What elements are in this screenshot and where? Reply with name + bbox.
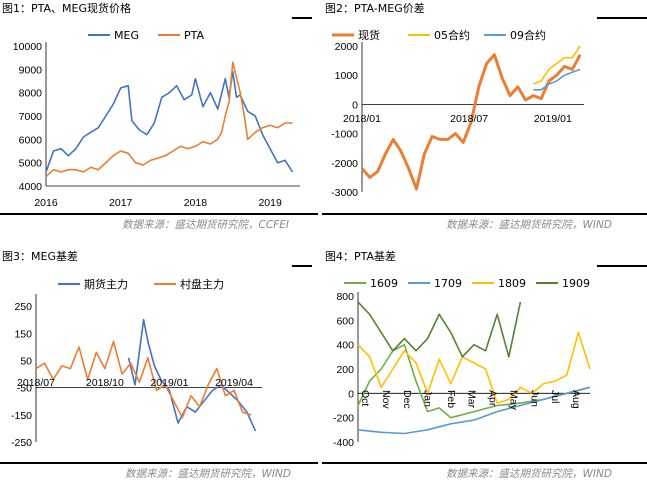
y-tick-label: 9000 — [19, 64, 43, 76]
y-tick-label: 50 — [20, 355, 32, 367]
y-tick-label: -400 — [333, 437, 354, 449]
x-tick-label: 2019/04 — [215, 377, 253, 389]
y-tick-label: 8000 — [19, 88, 43, 100]
series-line-现货 — [360, 53, 582, 191]
x-tick-label: Apr — [487, 390, 499, 407]
panel-3-title: 图3：MEG基差 — [2, 250, 78, 263]
x-tick-label: 2018/10 — [86, 377, 124, 389]
y-tick-label: -3000 — [331, 187, 358, 199]
series-line-期货主力 — [127, 318, 257, 432]
series-line-1709 — [357, 386, 591, 435]
legend-label-MEG: MEG — [114, 29, 139, 42]
x-tick-label: 2017 — [109, 197, 133, 209]
y-tick-label: 400 — [336, 340, 354, 352]
y-tick-label: -2000 — [331, 158, 358, 170]
y-tick-label: 200 — [336, 364, 354, 376]
pta-basis-chart: 800 600 400 200 0 -200 -400 1609 1709 1809 1909 Oct… — [333, 277, 591, 449]
x-tick-label: Oct — [359, 390, 371, 406]
y-tick-label: 7000 — [19, 111, 43, 123]
x-tick-label: Aug — [570, 390, 582, 409]
x-tick-label: 2019/01 — [534, 113, 572, 125]
panel-4-rule — [597, 265, 647, 267]
x-tick-label: 2018/01 — [343, 113, 381, 125]
pta-meg-spread-chart: 2000 1000 0 -1000 -2000 -3000 现货 05合约 09合约 2018/0… — [331, 28, 584, 199]
panel-3-rule — [292, 265, 312, 267]
legend-label-1809: 1809 — [498, 277, 526, 290]
panel-4-title: 图4：PTA基差 — [325, 250, 397, 263]
legend-label-现货: 现货 — [358, 28, 380, 42]
panel-3-source: 数据来源：盛达期货研究院，WIND — [125, 468, 291, 480]
divider-rule-left — [0, 213, 318, 215]
series-line-09合约 — [533, 68, 581, 91]
series-line-05合约 — [533, 45, 581, 85]
legend-label-1709: 1709 — [434, 277, 462, 290]
y-tick-label: -50 — [17, 383, 32, 395]
x-tick-label: Feb — [445, 390, 457, 408]
y-tick-label: 600 — [336, 315, 354, 327]
meg-pta-spot-price-chart: 4000 5000 6000 7000 8000 9000 10000 MEG PTA 2016 2… — [13, 29, 300, 209]
y-tick-label: -200 — [333, 413, 354, 425]
series-line-PTA — [45, 61, 293, 178]
x-tick-label: Jul — [549, 390, 561, 403]
legend-label-1909: 1909 — [562, 277, 590, 290]
x-tick-label: Nov — [380, 390, 392, 409]
y-tick-label: 150 — [14, 328, 32, 340]
y-tick-label: 2000 — [335, 41, 359, 53]
x-tick-label: Mar — [466, 390, 478, 409]
divider-rule-right — [322, 213, 647, 215]
y-tick-label: 0 — [352, 99, 358, 111]
y-tick-label: 10000 — [13, 41, 42, 53]
y-tick-label: 1000 — [335, 70, 359, 82]
panel-4-source: 数据来源：盛达期货研究院，WIND — [446, 468, 612, 480]
panel-1-source: 数据来源：盛达期货研究院，CCFEI — [122, 219, 289, 231]
bottom-rule-left — [0, 462, 318, 464]
x-tick-label: Dec — [401, 390, 413, 409]
y-tick-label: 0 — [348, 388, 354, 400]
x-tick-label: 2018/07 — [450, 113, 488, 125]
panel-1-title: 图1：PTA、MEG现货价格 — [2, 2, 131, 15]
panel-1-rule — [292, 17, 312, 19]
x-tick-label: 2018/07 — [17, 377, 55, 389]
y-tick-label: -250 — [11, 437, 32, 449]
y-tick-label: 800 — [336, 291, 354, 303]
legend-label-期货主力: 期货主力 — [84, 277, 128, 291]
y-tick-label: -150 — [11, 410, 32, 422]
legend-label-1609: 1609 — [370, 277, 398, 290]
legend-label-05合约: 05合约 — [434, 28, 470, 42]
x-tick-label: 2018 — [184, 197, 208, 209]
y-tick-label: -1000 — [331, 129, 358, 141]
series-line-1809 — [357, 331, 591, 404]
panel-2-rule — [597, 17, 647, 19]
x-tick-label: 2016 — [34, 197, 58, 209]
panel-2-source: 数据来源：盛达期货研究院，WIND — [446, 219, 612, 231]
x-tick-label: Jan — [422, 390, 434, 407]
bottom-rule-right — [322, 462, 647, 464]
meg-basis-chart: 250 150 50 -50 -150 -250 期货主力 村盘主力 2018/07 2018/1… — [11, 277, 262, 449]
y-tick-label: 4000 — [19, 181, 43, 193]
x-tick-label: Jun — [528, 390, 540, 407]
y-tick-label: 6000 — [19, 134, 43, 146]
legend-label-村盘主力: 村盘主力 — [180, 277, 224, 291]
y-tick-label: 5000 — [19, 158, 43, 170]
series-line-MEG — [45, 70, 294, 173]
y-tick-label: 250 — [14, 301, 32, 313]
x-tick-label: 2019/01 — [150, 377, 188, 389]
x-tick-label: 2019 — [258, 197, 282, 209]
x-tick-label: May — [507, 390, 519, 411]
series-line-村盘主力 — [35, 340, 252, 419]
series-line-1909 — [357, 301, 522, 358]
legend-label-PTA: PTA — [184, 29, 204, 42]
legend-label-09合约: 09合约 — [510, 28, 546, 42]
panel-2-title: 图2：PTA-MEG价差 — [325, 2, 425, 15]
